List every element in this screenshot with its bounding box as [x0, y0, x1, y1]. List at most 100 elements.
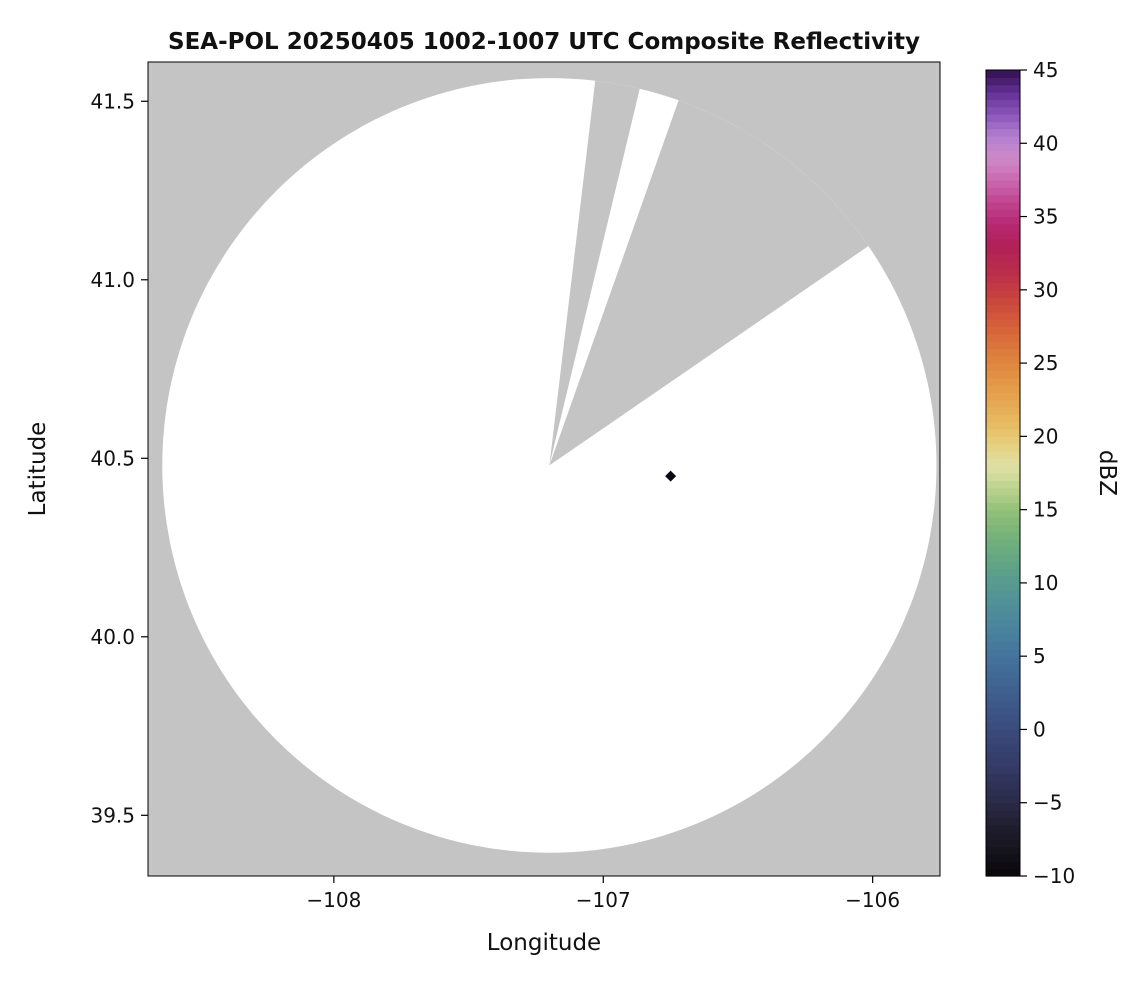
colorbar-segment: [986, 135, 1020, 144]
colorbar-segment: [986, 480, 1020, 489]
colorbar-segment: [986, 399, 1020, 408]
x-tick-label: −106: [845, 888, 900, 912]
colorbar-segment: [986, 150, 1020, 159]
colorbar-tick-label: 30: [1033, 278, 1058, 302]
colorbar-segment: [986, 458, 1020, 467]
colorbar-segment: [986, 172, 1020, 181]
colorbar-segment: [986, 260, 1020, 269]
colorbar-segment: [986, 165, 1020, 174]
colorbar-segment: [986, 319, 1020, 328]
colorbar-segment: [986, 113, 1020, 122]
colorbar-segment: [986, 128, 1020, 137]
colorbar-segment: [986, 868, 1020, 877]
colorbar-tick-label: −5: [1033, 791, 1062, 815]
colorbar-segment: [986, 502, 1020, 511]
y-axis-label: Latitude: [25, 422, 51, 517]
colorbar-segment: [986, 106, 1020, 115]
colorbar: −10 −5 0 5 10 15 20 25 30 35 40 45: [985, 58, 1075, 888]
colorbar-segment: [986, 443, 1020, 452]
y-tick-label: 41.0: [90, 268, 135, 292]
colorbar-outline: [985, 69, 1021, 877]
colorbar-segment: [986, 370, 1020, 379]
colorbar-segment: [986, 91, 1020, 100]
colorbar-tick-label: 20: [1033, 424, 1058, 448]
colorbar-segment: [986, 656, 1020, 665]
colorbar-segment: [986, 179, 1020, 188]
axes-spines: [147, 61, 941, 877]
colorbar-segment: [986, 538, 1020, 547]
radar-echo-marker: [665, 470, 677, 482]
colorbar-segment: [986, 582, 1020, 591]
blocked-sector-wedge: [549, 100, 869, 466]
colorbar-segment: [986, 473, 1020, 481]
colorbar-segment: [986, 766, 1020, 775]
colorbar-segment: [986, 824, 1020, 833]
colorbar-tick-label: −10: [1033, 864, 1075, 888]
colorbar-segment: [986, 634, 1020, 643]
colorbar-segment: [986, 238, 1020, 247]
colorbar-segment: [986, 392, 1020, 401]
colorbar-segment: [986, 304, 1020, 313]
colorbar-segment: [986, 267, 1020, 276]
colorbar-segment: [986, 839, 1020, 848]
colorbar-segment: [986, 670, 1020, 679]
colorbar-segment: [986, 297, 1020, 306]
colorbar-segment: [986, 604, 1020, 613]
colorbar-segment: [986, 553, 1020, 562]
colorbar-segment: [986, 77, 1020, 86]
colorbar-tick-label: 25: [1033, 351, 1058, 375]
colorbar-segment: [986, 465, 1020, 474]
colorbar-segment: [986, 773, 1020, 782]
y-tick-label: 40.0: [90, 625, 135, 649]
colorbar-segment: [986, 531, 1020, 540]
colorbar-segment: [986, 802, 1020, 811]
x-tick-label: −107: [576, 888, 631, 912]
colorbar-segment: [986, 209, 1020, 218]
colorbar-tick-label: 10: [1033, 571, 1058, 595]
colorbar-segment: [986, 590, 1020, 599]
colorbar-tick-label: 5: [1033, 644, 1046, 668]
colorbar-tick-label: 40: [1033, 131, 1058, 155]
colorbar-segment: [986, 487, 1020, 496]
colorbar-tick-label: 45: [1033, 58, 1058, 82]
y-tick-label: 39.5: [90, 803, 135, 827]
colorbar-segment: [986, 509, 1020, 518]
colorbar-segment: [986, 451, 1020, 459]
colorbar-segment: [986, 795, 1020, 804]
colorbar-segment: [986, 832, 1020, 840]
colorbar-segment: [986, 685, 1020, 694]
colorbar-segment: [986, 722, 1020, 731]
colorbar-segment: [986, 201, 1020, 210]
colorbar-segment: [986, 744, 1020, 753]
axes: −108 −107 −106 39.5 40.0 40.5 41.0 41.5: [90, 61, 941, 912]
colorbar-segment: [986, 678, 1020, 687]
colorbar-segment: [986, 348, 1020, 357]
colorbar-segment: [986, 355, 1020, 364]
colorbar-segment: [986, 253, 1020, 262]
colorbar-segment: [986, 223, 1020, 232]
colorbar-segment: [986, 524, 1020, 533]
colorbar-tick-label: 35: [1033, 205, 1058, 229]
colorbar-segment: [986, 612, 1020, 621]
colorbar-segment: [986, 846, 1020, 855]
colorbar-segment: [986, 663, 1020, 672]
colorbar-label: dBZ: [1094, 450, 1120, 496]
colorbar-segment: [986, 810, 1020, 818]
colorbar-segment: [986, 429, 1020, 437]
colorbar-segment: [986, 414, 1020, 423]
colorbar-segment: [986, 84, 1020, 93]
colorbar-segment: [986, 216, 1020, 225]
colorbar-segment: [986, 282, 1020, 291]
colorbar-segment: [986, 275, 1020, 284]
colorbar-segment: [986, 194, 1020, 203]
colorbar-segment: [986, 568, 1020, 577]
colorbar-segment: [986, 231, 1020, 240]
colorbar-segment: [986, 385, 1020, 393]
colorbar-segment: [986, 70, 1020, 78]
x-tick-label: −108: [306, 888, 361, 912]
colorbar-segment: [986, 99, 1020, 108]
colorbar-segment: [986, 714, 1020, 723]
colorbar-segment: [986, 626, 1020, 635]
plot-area: [148, 62, 940, 876]
